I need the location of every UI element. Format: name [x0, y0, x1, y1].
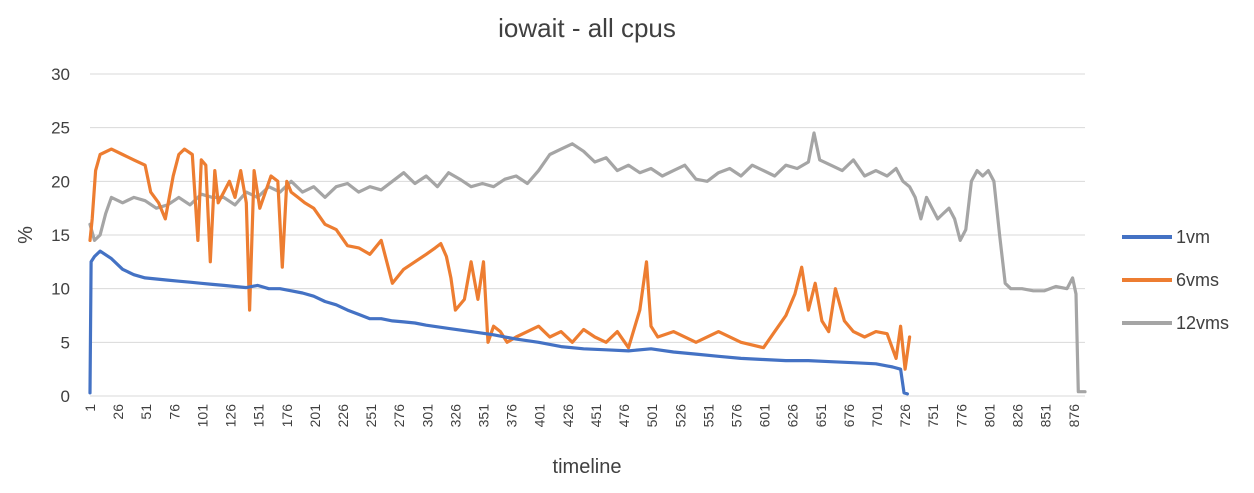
x-tick-label: 501	[644, 404, 660, 428]
legend-label-12vms: 12vms	[1176, 313, 1229, 333]
x-tick-label: 401	[532, 404, 548, 428]
x-tick-label: 376	[504, 404, 520, 428]
y-tick-label: 20	[51, 172, 70, 191]
x-tick-label: 176	[279, 404, 295, 428]
x-tick-label: 551	[700, 404, 716, 428]
x-tick-label: 301	[419, 404, 435, 428]
series-lines	[88, 131, 1087, 396]
x-tick-label: 601	[757, 404, 773, 428]
y-tick-label: 30	[51, 65, 70, 84]
x-tick-label: 451	[588, 404, 604, 428]
x-tick-label: 326	[447, 404, 463, 428]
y-tick-label: 0	[61, 387, 70, 406]
x-tick-label: 101	[194, 404, 210, 428]
x-tick-label: 1	[82, 404, 98, 412]
y-tick-label: 15	[51, 226, 70, 245]
legend-label-6vms: 6vms	[1176, 270, 1219, 290]
y-axis-ticks: 0 5 10 15 20 25 30	[51, 65, 70, 406]
x-tick-label: 726	[897, 404, 913, 428]
x-tick-label: 651	[813, 404, 829, 428]
series-line-6vms	[88, 147, 912, 371]
x-tick-label: 851	[1038, 404, 1054, 428]
series-line-12vms	[88, 131, 1087, 394]
series-line-1vm	[88, 249, 910, 396]
y-tick-label: 25	[51, 119, 70, 138]
x-tick-label: 626	[785, 404, 801, 428]
legend: 1vm 6vms 12vms	[1122, 227, 1229, 333]
x-tick-label: 426	[560, 404, 576, 428]
legend-label-1vm: 1vm	[1176, 227, 1210, 247]
x-tick-label: 576	[729, 404, 745, 428]
y-tick-label: 5	[61, 333, 70, 352]
x-tick-label: 276	[391, 404, 407, 428]
x-tick-label: 476	[616, 404, 632, 428]
x-tick-label: 776	[953, 404, 969, 428]
x-tick-label: 226	[335, 404, 351, 428]
x-tick-label: 676	[841, 404, 857, 428]
x-tick-label: 826	[1010, 404, 1026, 428]
x-tick-label: 51	[138, 404, 154, 420]
x-tick-label: 201	[307, 404, 323, 428]
x-tick-label: 751	[925, 404, 941, 428]
x-tick-label: 26	[110, 404, 126, 420]
chart-title: iowait - all cpus	[498, 13, 676, 43]
x-tick-label: 126	[223, 404, 239, 428]
x-tick-label: 701	[869, 404, 885, 428]
y-tick-label: 10	[51, 280, 70, 299]
x-tick-label: 876	[1066, 404, 1082, 428]
x-tick-label: 526	[672, 404, 688, 428]
x-tick-label: 801	[981, 404, 997, 428]
x-axis-ticks: 1 26 51 76 101 126 151 176 201 226 251 276 301 326 351…	[82, 404, 1082, 428]
y-axis-label: %	[15, 226, 37, 244]
x-tick-label: 151	[251, 404, 267, 428]
x-tick-label: 251	[363, 404, 379, 428]
x-tick-label: 76	[166, 404, 182, 420]
x-tick-label: 351	[476, 404, 492, 428]
x-axis-label: timeline	[553, 456, 622, 478]
